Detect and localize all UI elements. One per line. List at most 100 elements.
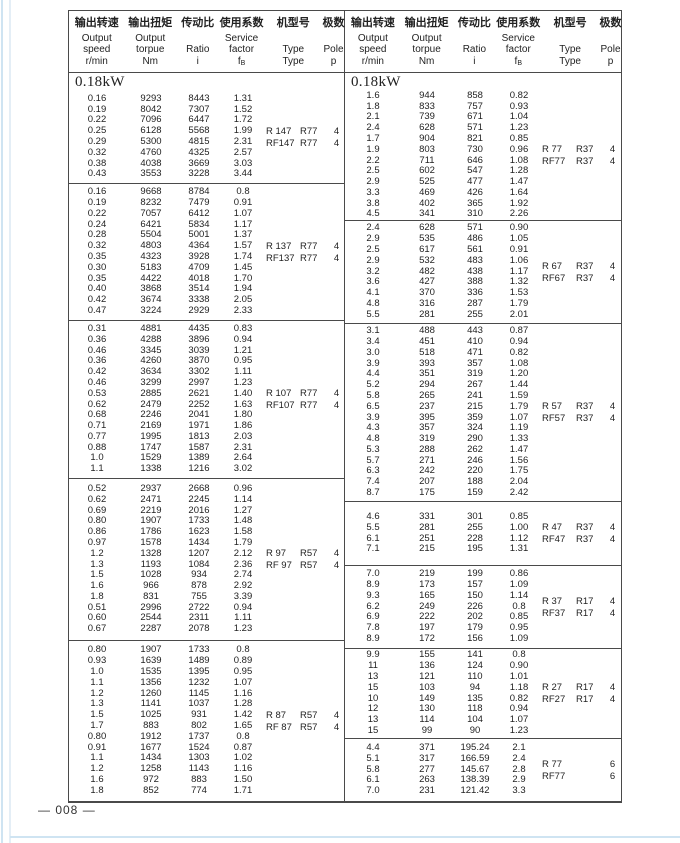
- cell-output-speed: 6.1: [366, 774, 380, 786]
- cell-service-factor: 1.11: [234, 612, 252, 624]
- pole-value: 4: [609, 272, 616, 284]
- header-unit: r/min: [361, 56, 384, 67]
- header-unit: p: [330, 56, 337, 67]
- header-label-en: Type: [282, 44, 305, 55]
- block-body: 7.0 219 199 0.86 8.9 173 157 1.09 9.3 165 150 1.14 6…: [345, 566, 621, 648]
- pole-value: 6: [609, 758, 616, 770]
- cell-output-speed: 0.32: [87, 146, 107, 158]
- cell-service-factor: 1.80: [233, 409, 253, 421]
- cell-service-factor: 1.17: [509, 265, 529, 277]
- cell-ratio: 561: [467, 244, 483, 255]
- table-row: 1.3 1141 1037 1.28: [69, 699, 265, 710]
- cell-output-speed: 3.6: [366, 276, 380, 288]
- cell-ratio: 547: [467, 165, 483, 177]
- cell-service-factor: 1.44: [509, 379, 529, 391]
- cell-output-torque: 249: [419, 600, 435, 612]
- cell-output-torque: 1912: [140, 730, 162, 742]
- value-rows: 0.16 9293 8443 1.31 0.19 8042 7307 1.52 0.22 7096…: [69, 91, 265, 183]
- type-line: R 57 R37 4: [541, 401, 621, 412]
- cell-output-speed: 0.36: [87, 355, 107, 367]
- cell-service-factor: 0.8: [236, 186, 250, 198]
- cell-ratio: 145.67: [460, 763, 490, 775]
- cell-output-speed: 0.42: [87, 366, 107, 378]
- table-row: 12 130 118 0.94: [345, 703, 541, 715]
- cell-output-speed: 7.8: [366, 622, 380, 634]
- header-label-zh: 传动比: [457, 17, 491, 29]
- table-row: 5.7 271 246 1.56: [345, 455, 541, 467]
- cell-ratio: 141: [467, 649, 483, 661]
- cell-output-torque: 972: [143, 773, 159, 785]
- cell-service-factor: 2.92: [233, 580, 253, 592]
- cell-ratio: 5001: [188, 229, 210, 241]
- header-unit: p: [607, 56, 614, 67]
- cell-output-speed: 8.9: [366, 579, 380, 590]
- cell-service-factor: 1.94: [233, 283, 253, 295]
- cell-output-speed: 2.5: [366, 165, 380, 177]
- cell-ratio: 2016: [188, 504, 210, 516]
- cell-service-factor: 0.8: [236, 730, 250, 742]
- pole-value: 4: [609, 260, 616, 272]
- type-model-a: R 47: [542, 522, 563, 533]
- table-row: 0.93 1639 1489 0.89: [69, 655, 265, 667]
- cell-output-speed: 1.6: [90, 773, 104, 785]
- type-model-b: R77: [300, 240, 318, 252]
- type-model-a: R 77: [542, 758, 563, 770]
- type-line: R 147 R77 4: [265, 126, 344, 137]
- cell-output-torque: 317: [419, 752, 435, 764]
- cell-output-speed: 1.1: [90, 676, 104, 688]
- table-row: 4.1 370 336 1.53: [345, 287, 541, 299]
- cell-ratio: 931: [191, 709, 207, 721]
- value-rows: 1.6 944 858 0.82 1.8 833 757 0.93 2.1 739 671 1.04 2…: [345, 90, 541, 220]
- cell-output-speed: 0.46: [87, 376, 107, 388]
- type-pole-cell: R 77 6 RF77 6: [541, 739, 621, 801]
- cell-service-factor: 1.65: [233, 720, 253, 731]
- type-model-a: R 97: [266, 548, 287, 559]
- block-body: 1.6 944 858 0.82 1.8 833 757 0.93 2.1 739 671 1.04 2…: [345, 90, 621, 220]
- table-row: 1.2 1328 1207 2.12: [69, 548, 265, 560]
- power-rating-label: 0.18kW: [75, 74, 125, 90]
- cell-output-speed: 0.93: [87, 655, 107, 667]
- table-row: 10 149 135 0.82: [345, 693, 541, 705]
- cell-output-speed: 7.1: [366, 543, 380, 555]
- cell-ratio: 438: [467, 265, 483, 277]
- cell-ratio: 1434: [188, 536, 210, 548]
- cell-output-torque: 3674: [140, 294, 162, 306]
- cell-output-speed: 2.9: [366, 176, 380, 188]
- cell-output-speed: 1.7: [90, 720, 104, 731]
- cell-output-torque: 231: [419, 785, 435, 797]
- cell-service-factor: 1.07: [509, 714, 529, 726]
- cell-service-factor: 0.86: [509, 568, 529, 580]
- cell-ratio: 2311: [188, 612, 210, 624]
- cell-output-speed: 4.8: [366, 297, 380, 309]
- type-model-a: RF57: [542, 413, 566, 424]
- cell-service-factor: 2.1: [512, 742, 526, 753]
- cell-output-torque: 4038: [140, 157, 162, 169]
- cell-ratio: 226: [467, 600, 483, 612]
- cell-output-torque: 165: [419, 589, 435, 601]
- cell-service-factor: 0.89: [233, 655, 253, 667]
- type-model-a: RF77: [542, 156, 566, 167]
- table-row: 0.46 3299 2997 1.23: [69, 376, 265, 389]
- table-row: 11 136 124 0.90: [345, 660, 541, 672]
- cell-ratio: 4435: [188, 322, 210, 334]
- type-model-b: R77: [300, 252, 318, 264]
- cell-ratio: 2929: [188, 304, 210, 316]
- header-label-en: Type: [559, 44, 581, 55]
- cell-output-torque: 281: [419, 308, 435, 320]
- cell-output-speed: 4.3: [366, 422, 380, 434]
- cell-service-factor: 0.8: [512, 649, 526, 661]
- cell-output-torque: 4260: [140, 355, 162, 367]
- cell-output-torque: 4422: [140, 272, 162, 284]
- cell-output-torque: 8042: [140, 103, 162, 115]
- cell-output-speed: 0.80: [87, 644, 107, 656]
- page-left-edge-line-inner: [9, 0, 11, 843]
- cell-output-torque: 3868: [140, 283, 162, 295]
- value-rows: 0.52 2937 2668 0.96 0.62 2471 2245 1.14 0.69 2219…: [69, 479, 265, 640]
- type-line: R 47 R37 4: [541, 522, 621, 533]
- value-rows: 4.6 331 301 0.85 5.5 281 255 1.00 6.1 251 228 1.12 7…: [345, 502, 541, 565]
- type-pole-cell: R 27 R17 4 RF27 R17 4: [541, 649, 621, 738]
- cell-output-speed: 0.60: [87, 612, 107, 624]
- table-row: 4.3 357 324 1.19: [345, 422, 541, 434]
- cell-service-factor: 0.8: [512, 600, 526, 612]
- cell-ratio: 1733: [188, 515, 210, 527]
